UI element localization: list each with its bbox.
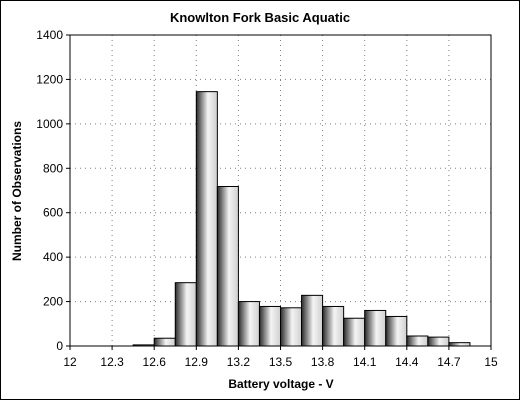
x-tick-label: 14.1 [353, 355, 377, 369]
x-axis-label: Battery voltage - V [228, 377, 333, 391]
y-tick-label: 800 [43, 161, 63, 175]
y-axis-label: Number of Observations [10, 121, 24, 261]
y-axis-ticks: 0 200 400 600 800 1000 1200 1400 [36, 28, 70, 353]
y-tick-label: 400 [43, 250, 63, 264]
x-tick-label: 13.2 [227, 355, 251, 369]
histogram-bar [385, 315, 408, 347]
x-tick-label: 14.7 [437, 355, 461, 369]
x-tick-label: 14.4 [395, 355, 419, 369]
histogram-bar [427, 336, 450, 347]
histogram-bar [301, 294, 324, 347]
x-tick-label: 13.8 [311, 355, 335, 369]
x-axis-ticks: 12 12.3 12.6 12.9 13.2 13.5 13.8 14.1 14.4 14.7 15 [63, 346, 498, 369]
histogram-bar [216, 186, 239, 347]
histogram-bar [258, 305, 282, 347]
y-tick-label: 200 [43, 295, 63, 309]
x-tick-label: 12.6 [143, 355, 167, 369]
x-tick-label: 12.3 [100, 355, 124, 369]
grid-lines [70, 35, 491, 346]
histogram-bar [364, 309, 387, 347]
histogram-bar [195, 91, 218, 347]
histogram-bar [280, 307, 303, 347]
y-tick-label: 0 [56, 339, 63, 353]
x-tick-label: 15 [484, 355, 498, 369]
histogram-bar [237, 301, 260, 347]
y-tick-label: 1200 [36, 72, 63, 86]
histogram-bar [343, 317, 366, 347]
histogram-bar [406, 335, 429, 347]
histogram-bar [322, 305, 345, 347]
y-tick-label: 1400 [36, 28, 63, 42]
histogram-bar [174, 282, 197, 347]
chart-title: Knowlton Fork Basic Aquatic [170, 10, 350, 25]
x-tick-label: 13.5 [269, 355, 293, 369]
x-tick-label: 12 [63, 355, 77, 369]
x-tick-label: 12.9 [185, 355, 209, 369]
bars-group [132, 91, 471, 347]
histogram-bar [153, 337, 176, 347]
y-tick-label: 1000 [36, 117, 63, 131]
y-tick-label: 600 [43, 206, 63, 220]
